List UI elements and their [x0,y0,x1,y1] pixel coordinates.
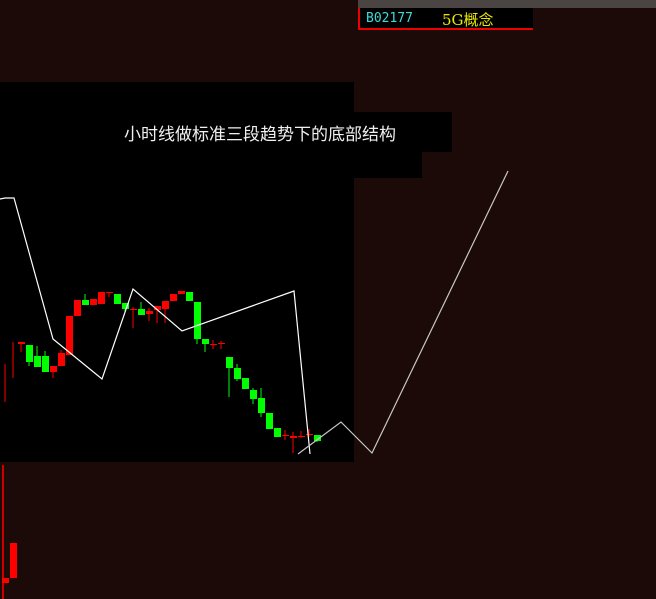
candle-body [114,294,121,304]
candle-body [82,300,89,305]
projection-line [297,170,509,455]
candle-body [226,357,233,368]
left-red-line [2,465,4,599]
candle-body [122,303,129,309]
candle-body [202,339,209,344]
candle-body [98,292,105,304]
candle-body [170,294,177,301]
candle-body [34,356,41,367]
candle-body [2,578,9,583]
candle-body [138,309,145,315]
stock-label-box[interactable]: B02177 5G概念 [358,8,533,30]
candle-body [282,435,289,436]
candle-body [266,413,273,429]
candle-body [258,398,265,413]
candle-body [58,353,65,366]
candle-body [26,345,33,362]
candle-body [178,291,185,294]
candle-body [162,301,169,309]
candle-body [290,436,297,438]
candle-body [298,436,305,437]
candle-body [234,368,241,379]
concept-label: 5G概念 [442,11,494,29]
title-box-extension [354,152,422,178]
title-box [100,112,452,152]
candle-body [146,311,153,314]
chart-title: 小时线做标准三段趋势下的底部结构 [124,125,396,145]
candle-body [154,306,161,310]
candle-body [250,390,257,399]
candle-body [66,316,73,355]
candle-body [274,428,281,437]
candle-body [130,309,137,310]
candle-body [194,302,201,339]
top-bar [358,0,656,8]
candle-body [106,292,113,293]
candle-body [210,344,217,345]
candle-body [90,299,97,305]
candle-body [42,356,49,372]
candle-body [242,378,249,389]
candle-body [218,343,225,344]
zigzag-line [0,197,311,455]
candle-body [314,435,321,441]
candle-body [74,300,81,316]
candle-body [10,543,17,578]
stock-code: B02177 [366,11,413,26]
candle-body [50,366,57,372]
candle-body [18,342,25,344]
candle-body [306,434,313,435]
candle-body [186,292,193,301]
